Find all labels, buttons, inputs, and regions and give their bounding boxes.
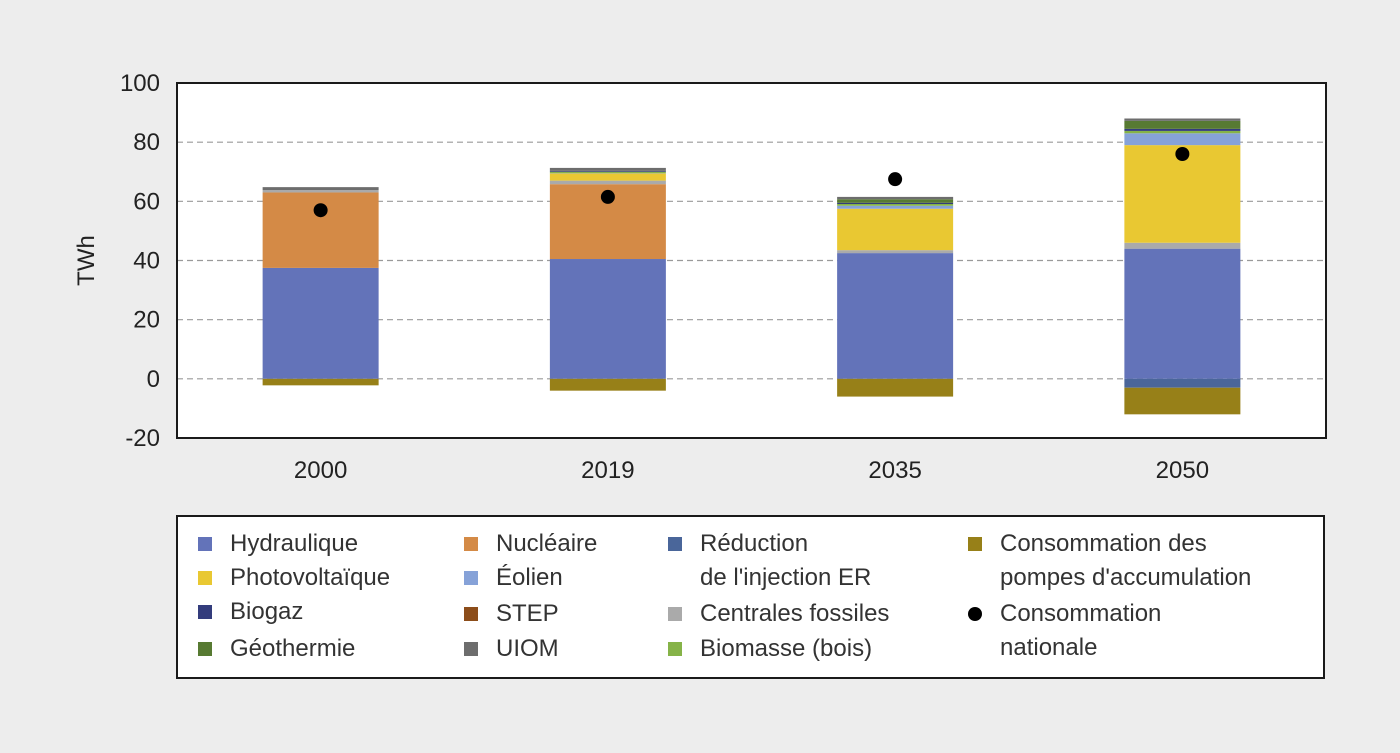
legend-item-eolien: Éolien: [464, 561, 563, 595]
legend-item-reduction-injection: Réduction de l'injection ER: [668, 527, 871, 595]
legend-swatch: [198, 642, 212, 656]
bar-segment: [837, 378, 954, 397]
legend-item-geothermie: Géothermie: [198, 632, 355, 666]
consumption-marker: [600, 189, 615, 204]
bar-segment: [837, 205, 954, 209]
legend-item-consommation-nationale: Consommation nationale: [968, 597, 1161, 665]
chart: 100 80 60 40 20 0 -20 TWh 2000 2019 2035 2050: [73, 70, 1327, 484]
legend-label: Photovoltaïque: [230, 564, 391, 591]
bar-segment: [837, 199, 954, 203]
y-tick-label: -20: [125, 425, 160, 452]
legend-label: UIOM: [496, 635, 559, 662]
y-tick-label: 60: [133, 188, 160, 215]
legend-label: Biomasse (bois): [700, 635, 873, 662]
legend-item-nucleaire: Nucléaire: [464, 527, 597, 561]
bar-segment: [262, 190, 379, 193]
legend-item-hydraulique: Hydraulique: [198, 527, 358, 561]
chart-svg: 100 80 60 40 20 0 -20 TWh 2000 2019 2035 2050: [73, 70, 1327, 484]
legend-label: Biogaz: [230, 598, 304, 625]
x-tick-label: 2035: [868, 457, 921, 484]
consumption-marker: [313, 203, 328, 218]
legend-swatch: [464, 571, 478, 585]
legend-item-photovoltaique: Photovoltaïque: [198, 561, 390, 595]
bar-segment: [1124, 128, 1241, 131]
x-tick-label: 2000: [294, 457, 347, 484]
legend-swatch: [198, 571, 212, 585]
legend-label: Consommation des pompes d'accumulation: [1000, 530, 1252, 591]
y-tick-label: 0: [147, 366, 160, 393]
bar-segment: [837, 208, 954, 251]
legend-label: Géothermie: [230, 635, 356, 662]
bar-segment: [549, 180, 666, 185]
bar-segment: [1124, 242, 1241, 249]
legend-swatch: [668, 642, 682, 656]
bar-segment: [837, 250, 954, 254]
bar-segment: [549, 259, 666, 379]
bar-segment: [1124, 378, 1241, 388]
bar-segment: [549, 167, 666, 171]
legend-label: Consommation nationale: [1000, 600, 1162, 661]
consumption-marker: [1175, 147, 1190, 161]
bar-segment: [262, 378, 379, 386]
legend-label: Réduction de l'injection ER: [700, 530, 872, 591]
legend-item-centrales-fossiles: Centrales fossiles: [668, 597, 889, 631]
bar-segment: [549, 170, 666, 172]
legend-item-pompes: Consommation des pompes d'accumulation: [968, 527, 1251, 595]
bar-segment: [837, 196, 954, 200]
bar-segment: [837, 253, 954, 379]
bar-segment: [1124, 387, 1241, 415]
bar-segment: [1124, 248, 1241, 379]
legend-item-step: STEP: [464, 597, 559, 631]
consumption-marker: [888, 172, 903, 187]
bar-segment: [549, 378, 666, 391]
bar-segment: [262, 267, 379, 379]
legend-item-uiom: UIOM: [464, 632, 559, 666]
plot-frame: [176, 82, 1327, 439]
bar-segment: [549, 173, 666, 181]
y-tick-label: 20: [133, 307, 160, 334]
bar-segment: [1124, 130, 1241, 134]
bar-segment: [1124, 120, 1241, 129]
legend-swatch: [464, 537, 478, 551]
legend-label: Éolien: [496, 564, 563, 591]
bar-segment: [1124, 133, 1241, 146]
bar-segment: [837, 202, 954, 204]
legend-swatch: [198, 537, 212, 551]
bar-segment: [837, 203, 954, 206]
legend-label: STEP: [496, 600, 559, 627]
legend-swatch: [668, 537, 682, 551]
legend-label: Centrales fossiles: [700, 600, 890, 627]
legend-swatch: [668, 607, 682, 621]
y-axis-label: TWh: [73, 235, 100, 286]
bar-segment: [262, 187, 379, 191]
legend-label: Hydraulique: [230, 530, 359, 557]
x-tick-label: 2019: [581, 457, 634, 484]
x-tick-label: 2050: [1156, 457, 1209, 484]
legend-swatch: [464, 642, 478, 656]
bar-segment: [1124, 118, 1241, 121]
legend-swatch: [198, 605, 212, 619]
bar-segment: [549, 171, 666, 174]
legend-swatch: [968, 537, 982, 551]
y-tick-label: 80: [133, 129, 160, 156]
legend: Hydraulique Photovoltaïque Biogaz Géothe…: [176, 515, 1325, 679]
y-tick-label: 40: [133, 248, 160, 275]
legend-item-biogaz: Biogaz: [198, 595, 303, 629]
bar-segment: [1124, 145, 1241, 243]
legend-swatch: [464, 607, 478, 621]
y-tick-label: 100: [120, 70, 160, 97]
legend-dot-marker: [968, 607, 982, 621]
legend-item-biomasse: Biomasse (bois): [668, 632, 872, 666]
legend-label: Nucléaire: [496, 530, 598, 557]
